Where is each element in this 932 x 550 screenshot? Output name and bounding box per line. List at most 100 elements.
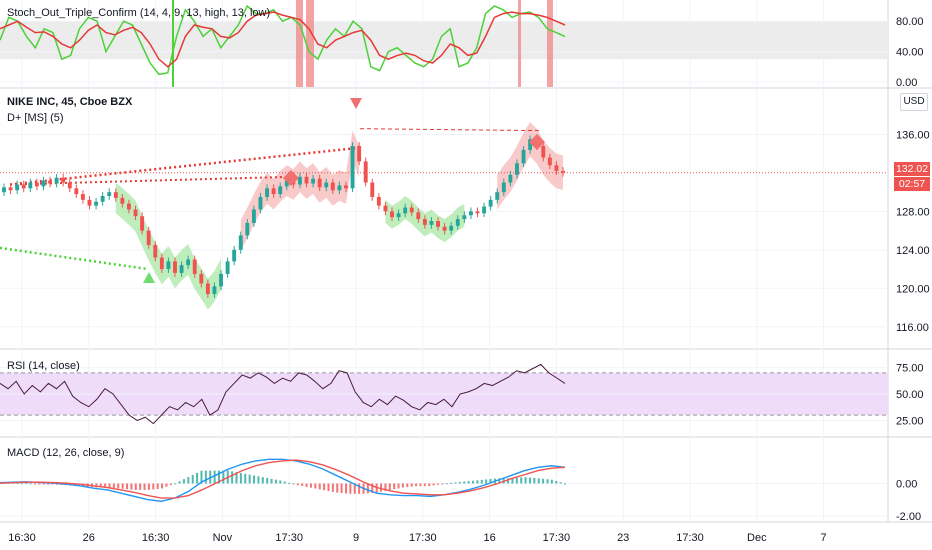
candle-body: [159, 257, 164, 270]
candle-body: [547, 157, 552, 166]
candle-body: [482, 206, 487, 214]
macd-histogram-bar: [121, 483, 124, 489]
candle-body: [219, 273, 223, 287]
candle-body: [376, 196, 381, 206]
candle-body: [521, 149, 526, 164]
macd-y-tick-label: 0.00: [896, 479, 917, 491]
macd-histogram-bar: [253, 475, 256, 484]
macd-histogram-bar: [445, 483, 448, 485]
macd-histogram-bar: [47, 483, 50, 485]
candle-body: [390, 211, 394, 218]
macd-histogram-bar: [485, 479, 488, 484]
macd-histogram-bar: [537, 478, 540, 484]
stoch-series-line: [0, 11, 566, 68]
candle-body: [41, 180, 46, 187]
macd-histogram-bar: [248, 474, 251, 484]
macd-histogram-bar: [161, 483, 164, 489]
candle-body: [61, 177, 66, 183]
candle-body: [528, 139, 533, 150]
candle-body: [337, 185, 342, 191]
macd-histogram-bar: [463, 481, 466, 484]
macd-histogram-bar: [51, 483, 54, 485]
macd-histogram-bar: [511, 478, 514, 484]
macd-histogram-bar: [16, 482, 19, 484]
candle-body: [462, 215, 467, 220]
macd-histogram-bar: [217, 470, 220, 484]
candle-body: [383, 205, 388, 212]
macd-histogram-bar: [296, 483, 299, 486]
candle-body: [238, 235, 243, 250]
candle-body: [304, 176, 309, 184]
candle-body: [212, 286, 217, 295]
macd-histogram-bar: [393, 483, 396, 490]
macd-histogram-bar: [423, 483, 426, 487]
candle-body: [2, 187, 6, 193]
candle-body: [317, 178, 322, 188]
stoch-signal-bar-green: [172, 0, 174, 87]
candle-body: [258, 196, 263, 210]
currency-button[interactable]: USD: [900, 93, 928, 111]
macd-histogram-bar: [458, 481, 461, 484]
macd-histogram-bar: [428, 483, 431, 487]
macd-histogram-bar: [235, 472, 238, 484]
candle-body: [370, 182, 375, 197]
macd-y-tick-label: -2.00: [896, 511, 921, 523]
macd-histogram-bar: [384, 483, 387, 491]
macd-histogram-bar: [340, 483, 343, 494]
candle-body: [284, 180, 289, 187]
time-axis-tick-label: Nov: [213, 532, 233, 544]
red-cloud: [497, 121, 563, 210]
macd-histogram-bar: [292, 483, 295, 485]
candle-body: [416, 212, 421, 220]
candle-body: [127, 203, 131, 210]
macd-histogram-bar: [130, 483, 133, 490]
macd-histogram-bar: [550, 479, 553, 484]
macd-histogram-bar: [559, 482, 562, 484]
candle-body: [409, 207, 414, 213]
candle-body: [8, 187, 13, 191]
candle-body: [245, 222, 250, 236]
time-axis-tick-label: Dec: [747, 532, 767, 544]
candle-body: [28, 182, 33, 189]
macd-histogram-bar: [99, 483, 102, 488]
macd-histogram-bar: [318, 483, 321, 490]
macd-histogram-bar: [200, 470, 203, 484]
candle-body: [21, 184, 26, 189]
diamond-marker: [529, 134, 545, 150]
macd-histogram-bar: [25, 482, 28, 484]
macd-histogram-bar: [327, 483, 330, 492]
macd-histogram-bar: [489, 479, 492, 484]
macd-histogram-bar: [380, 483, 383, 492]
candle-body: [232, 249, 237, 262]
macd-histogram-bar: [169, 483, 172, 486]
candle-body: [153, 245, 158, 258]
candle-body: [442, 226, 447, 231]
macd-histogram-bar: [126, 483, 129, 490]
macd-histogram-bar: [270, 478, 273, 484]
macd-histogram-bar: [288, 482, 291, 484]
candle-body: [429, 221, 434, 225]
candle-body: [107, 192, 112, 196]
stoch-signal-bar: [296, 0, 303, 87]
time-axis-tick-label: 7: [821, 532, 827, 544]
macd-histogram-bar: [191, 474, 194, 484]
macd-histogram-bar: [353, 483, 356, 494]
macd-histogram-bar: [244, 473, 247, 484]
macd-histogram-bar: [528, 477, 531, 484]
macd-histogram-bar: [213, 470, 216, 484]
macd-histogram-bar: [283, 481, 286, 484]
macd-histogram-bar: [147, 483, 150, 490]
stoch-signal-bar: [547, 0, 553, 87]
candle-body: [80, 194, 85, 200]
candle-body: [74, 188, 79, 195]
macd-histogram-bar: [410, 483, 413, 487]
sell-triangle-marker: [350, 98, 362, 109]
candle-body: [251, 209, 256, 223]
macd-histogram-bar: [432, 483, 435, 486]
macd-histogram-bar: [274, 479, 277, 484]
candle-body: [515, 163, 519, 175]
macd-histogram-bar: [204, 470, 207, 484]
macd-histogram-bar: [498, 478, 501, 484]
macd-histogram-bar: [182, 479, 185, 484]
